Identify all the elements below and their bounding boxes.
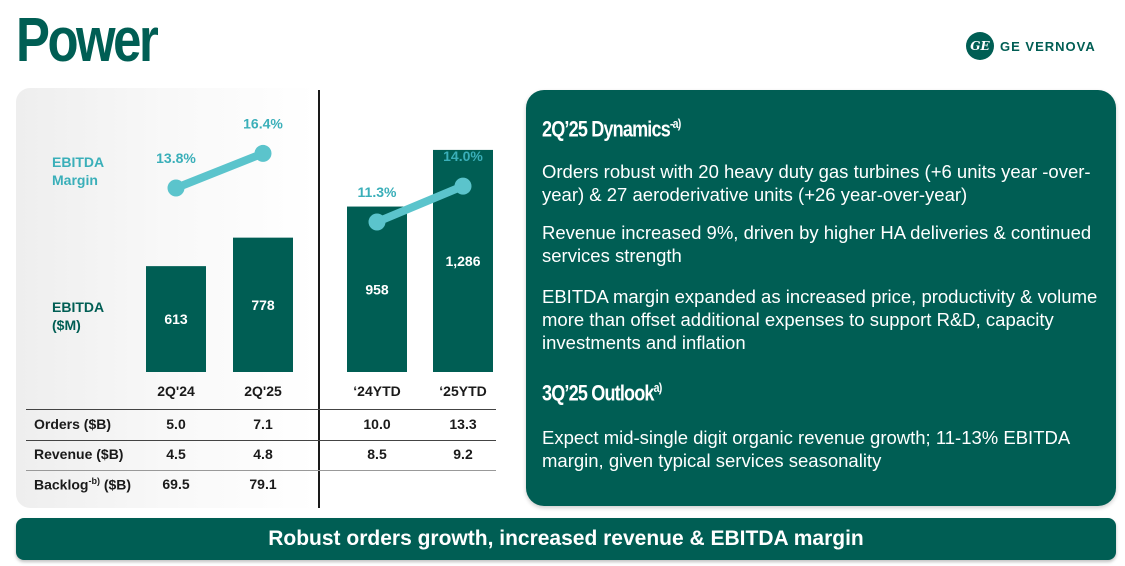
margin-label: 13.8%	[156, 150, 196, 166]
footer-banner: Robust orders growth, increased revenue …	[16, 518, 1116, 560]
margin-label: 14.0%	[443, 148, 483, 164]
margin-point	[167, 179, 185, 197]
margin-point	[454, 177, 472, 195]
table-row-divider	[26, 440, 496, 441]
margin-axis-label: EBITDA Margin	[52, 154, 104, 188]
table-cell: 8.5	[367, 446, 387, 462]
category-label: ‘25YTD	[439, 383, 486, 399]
ge-monogram-icon: GE	[966, 32, 994, 60]
ebitda-bar-label: 778	[251, 297, 275, 313]
ebitda-bar	[233, 237, 293, 372]
category-label: ‘24YTD	[353, 383, 400, 399]
ebitda-bar-label: 613	[164, 311, 188, 327]
period-divider	[318, 90, 320, 508]
outlook-bullet-1: Expect mid-single digit organic revenue …	[542, 427, 1070, 471]
dynamics-bullet-2: Revenue increased 9%, driven by higher H…	[542, 222, 1092, 266]
ebitda-bar	[347, 206, 407, 372]
brand-logo: GE GE VERNOVA	[966, 32, 1096, 60]
outlook-heading: 3Q’25 Outlooka)	[542, 380, 662, 406]
table-cell: 9.2	[453, 446, 473, 462]
table-cell: 4.8	[253, 446, 273, 462]
dynamics-heading: 2Q’25 Dynamics-a)	[542, 116, 681, 142]
table-row-label: Backlog-b) ($B)	[34, 476, 132, 493]
page-title: Power	[16, 6, 159, 75]
margin-line	[373, 182, 467, 226]
table-row-label: Orders ($B)	[34, 416, 112, 432]
table-top-divider	[26, 409, 496, 410]
brand-name: GE VERNOVA	[1000, 38, 1096, 54]
margin-label: 16.4%	[243, 115, 283, 131]
table-row-divider	[26, 470, 496, 471]
margin-point	[254, 144, 272, 162]
category-label: 2Q'24	[157, 383, 195, 399]
ebitda-chart: 613 778 958 1,286 13.8% 16.4% 11.3% 14.0% 2Q'24 2…	[52, 115, 493, 399]
dynamics-bullet-3: EBITDA margin expanded as increased pric…	[542, 286, 1098, 353]
category-label: 2Q'25	[244, 383, 282, 399]
ebitda-bar-label: 958	[365, 281, 389, 297]
margin-line	[172, 149, 267, 192]
ebitda-bar-label: 1,286	[445, 253, 480, 269]
table-cell: 79.1	[249, 476, 277, 492]
dynamics-bullet-1: Orders robust with 20 heavy duty gas tur…	[542, 161, 1091, 205]
table-cell: 4.5	[166, 446, 186, 462]
ebitda-axis-label: EBITDA ($M)	[52, 299, 104, 333]
table-cell: 69.5	[162, 476, 190, 492]
ebitda-bar	[146, 266, 206, 372]
margin-label: 11.3%	[358, 184, 397, 200]
table-row-label: Revenue ($B)	[34, 446, 124, 462]
margin-point	[368, 213, 386, 231]
commentary-panel: 2Q’25 Dynamics-a) Orders robust with 20 …	[526, 90, 1116, 506]
table-cell: 13.3	[449, 416, 477, 432]
table-cell: 5.0	[166, 416, 186, 432]
table-cell: 10.0	[363, 416, 391, 432]
table-cell: 7.1	[253, 416, 273, 432]
